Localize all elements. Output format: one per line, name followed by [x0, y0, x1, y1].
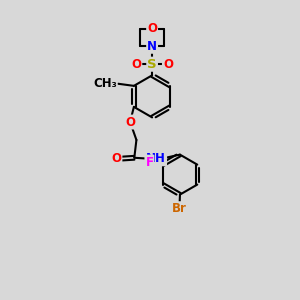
Text: S: S: [147, 58, 157, 71]
Text: N: N: [147, 40, 157, 53]
Text: F: F: [146, 156, 153, 169]
Text: O: O: [111, 152, 122, 165]
Text: O: O: [147, 22, 157, 35]
Text: CH₃: CH₃: [93, 77, 117, 90]
Text: O: O: [163, 58, 173, 71]
Text: NH: NH: [146, 152, 166, 165]
Text: O: O: [131, 58, 141, 71]
Text: Br: Br: [172, 202, 187, 215]
Text: O: O: [125, 116, 135, 128]
